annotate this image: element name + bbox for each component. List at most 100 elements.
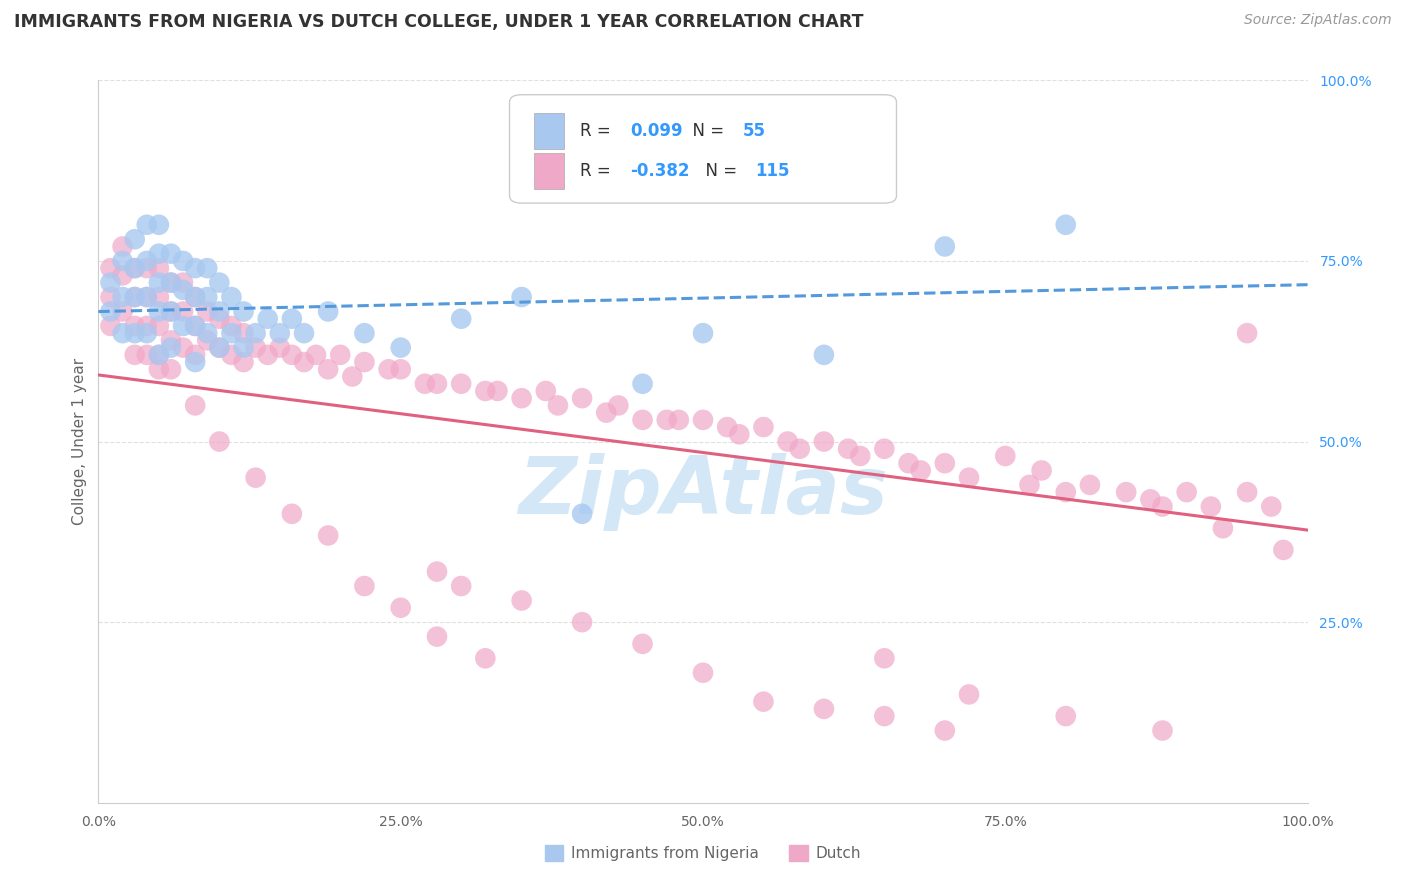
Legend: Immigrants from Nigeria, Dutch: Immigrants from Nigeria, Dutch (538, 839, 868, 867)
Point (135, 290, 157, 304)
Text: N =: N = (695, 161, 742, 179)
Point (124, 232, 146, 246)
Point (281, 348, 304, 362)
Point (221, 290, 243, 304)
Point (1018, 478, 1040, 492)
Point (607, 398, 630, 412)
Point (873, 442, 896, 456)
Point (172, 276, 194, 290)
Text: IMMIGRANTS FROM NIGERIA VS DUTCH COLLEGE, UNDER 1 YEAR CORRELATION CHART: IMMIGRANTS FROM NIGERIA VS DUTCH COLLEGE… (14, 13, 863, 31)
Point (281, 507, 304, 521)
Point (160, 362, 183, 376)
Point (1054, 709, 1077, 723)
Point (148, 276, 170, 290)
Point (245, 341, 267, 355)
Point (934, 723, 956, 738)
Point (426, 565, 449, 579)
Point (342, 369, 364, 384)
Point (1054, 218, 1077, 232)
Point (377, 362, 399, 376)
Point (111, 268, 134, 283)
Point (221, 318, 243, 333)
Point (776, 434, 799, 449)
Point (353, 579, 375, 593)
Point (910, 463, 932, 477)
Point (148, 218, 170, 232)
Point (148, 362, 170, 376)
Point (124, 318, 146, 333)
Point (957, 470, 980, 484)
Point (160, 276, 183, 290)
Point (195, 304, 218, 318)
Point (752, 695, 775, 709)
Point (208, 434, 231, 449)
Point (450, 311, 472, 326)
Point (245, 326, 267, 340)
Point (100, 276, 122, 290)
Point (957, 687, 980, 701)
Point (486, 384, 509, 398)
Point (1272, 542, 1295, 557)
Point (692, 413, 714, 427)
Point (184, 348, 207, 362)
Text: 55: 55 (742, 122, 766, 140)
Point (148, 318, 170, 333)
Point (232, 304, 254, 318)
Point (111, 326, 134, 340)
Point (160, 246, 183, 260)
Point (269, 326, 291, 340)
Point (994, 449, 1017, 463)
Point (1236, 326, 1258, 340)
Point (221, 326, 243, 340)
Point (148, 246, 170, 260)
Text: R =: R = (579, 161, 616, 179)
Text: -0.382: -0.382 (630, 161, 690, 179)
Point (655, 413, 678, 427)
Point (111, 253, 134, 268)
Point (208, 276, 231, 290)
Point (195, 326, 218, 340)
Point (450, 376, 472, 391)
Point (1212, 521, 1234, 535)
Point (450, 579, 472, 593)
Point (595, 406, 617, 420)
Point (474, 651, 496, 665)
Text: ZipAtlas: ZipAtlas (517, 453, 889, 531)
Point (208, 311, 231, 326)
Point (124, 261, 146, 276)
Point (256, 348, 278, 362)
Point (111, 239, 134, 253)
Text: N =: N = (682, 122, 730, 140)
Point (1152, 723, 1174, 738)
Point (1054, 485, 1077, 500)
Point (135, 290, 157, 304)
Point (1260, 500, 1282, 514)
Text: Source: ZipAtlas.com: Source: ZipAtlas.com (1244, 13, 1392, 28)
Point (172, 318, 194, 333)
Point (184, 261, 207, 276)
Point (849, 449, 872, 463)
Point (184, 318, 207, 333)
Point (160, 276, 183, 290)
Point (292, 326, 315, 340)
Point (329, 348, 352, 362)
Point (124, 290, 146, 304)
Point (208, 304, 231, 318)
Point (208, 341, 231, 355)
Point (571, 615, 593, 630)
Point (534, 384, 557, 398)
FancyBboxPatch shape (534, 112, 564, 149)
Point (813, 434, 835, 449)
Point (716, 420, 738, 434)
Point (389, 600, 412, 615)
Point (160, 341, 183, 355)
Point (305, 348, 328, 362)
Point (195, 290, 218, 304)
Point (111, 290, 134, 304)
Point (160, 334, 183, 348)
Point (316, 304, 339, 318)
Point (172, 304, 194, 318)
Point (316, 362, 339, 376)
Point (269, 341, 291, 355)
Point (510, 290, 533, 304)
